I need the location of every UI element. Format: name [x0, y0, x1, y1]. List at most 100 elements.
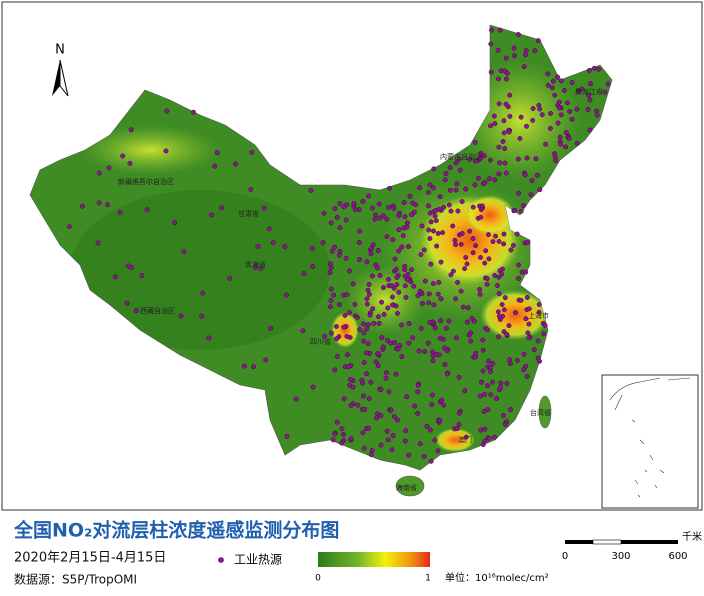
- south-sea-inset: [601, 374, 699, 509]
- source-dot: [366, 291, 372, 297]
- source-dot: [462, 388, 468, 394]
- source-dot: [585, 107, 591, 112]
- region-label: 澳门: [458, 435, 472, 444]
- source-dot: [542, 322, 548, 328]
- source-dot: [553, 158, 559, 164]
- source-dot: [504, 70, 510, 76]
- source-dot: [473, 350, 479, 356]
- source-dot: [399, 354, 405, 360]
- source-dot: [467, 156, 473, 162]
- source-dot: [375, 363, 381, 369]
- source-dot: [369, 448, 375, 454]
- source-dot: [453, 296, 458, 302]
- source-dot: [453, 160, 459, 166]
- source-dot: [393, 266, 399, 272]
- source-dot: [337, 201, 343, 206]
- source-dot: [433, 207, 439, 213]
- source-dot: [507, 361, 513, 367]
- source-dot: [415, 389, 421, 395]
- source-dot: [526, 335, 532, 341]
- source-dot: [453, 242, 458, 248]
- source-dot: [411, 209, 417, 215]
- source-dot: [501, 412, 506, 418]
- industrial-sources: [66, 27, 611, 464]
- source-dot: [381, 213, 386, 219]
- source-dot: [200, 290, 206, 296]
- source-dot: [366, 322, 371, 328]
- source-dot: [460, 304, 466, 310]
- source-dot: [251, 364, 256, 370]
- source-dot: [432, 213, 438, 219]
- source-dot: [345, 352, 350, 358]
- source-dot: [497, 27, 503, 33]
- source-dot: [378, 387, 384, 392]
- source-dot: [371, 320, 377, 326]
- source-dot: [348, 402, 354, 408]
- source-dot: [413, 202, 419, 208]
- source-dot: [329, 248, 335, 254]
- source-dot: [521, 64, 527, 70]
- source-dot: [490, 379, 495, 385]
- source-dot: [336, 302, 342, 307]
- region-label: 甘肃省: [238, 209, 259, 218]
- source-dot: [496, 313, 502, 319]
- source-dot: [344, 333, 350, 339]
- source-dot: [596, 66, 602, 72]
- source-dot: [163, 148, 169, 154]
- source-dot: [392, 340, 398, 345]
- source-dot: [394, 275, 400, 280]
- source-dot: [364, 326, 370, 332]
- source-dot: [507, 113, 513, 119]
- source-dot: [501, 130, 507, 136]
- source-dot: [588, 81, 593, 87]
- source-dot: [357, 257, 362, 262]
- source-dot: [405, 271, 411, 277]
- source-dot: [379, 299, 385, 305]
- source-dot: [533, 156, 539, 162]
- source-dot: [404, 224, 410, 230]
- source-dot: [346, 310, 352, 316]
- source-dot: [453, 187, 459, 193]
- source-dot: [377, 272, 383, 278]
- source-dot: [392, 256, 398, 262]
- source-dot: [364, 301, 370, 307]
- source-dot: [258, 266, 264, 271]
- source-dot: [494, 396, 499, 401]
- source-dot: [488, 392, 494, 398]
- source-dot: [586, 92, 592, 98]
- source-dot: [535, 338, 541, 344]
- source-dot: [422, 349, 428, 354]
- source-dot: [501, 307, 507, 313]
- source-dot: [361, 321, 366, 327]
- source-dot: [485, 383, 490, 389]
- source-dot: [501, 118, 507, 124]
- source-dot: [379, 335, 385, 341]
- source-dot: [506, 129, 512, 135]
- source-dot: [95, 240, 101, 246]
- source-dot: [432, 325, 438, 331]
- source-dot: [385, 305, 391, 311]
- source-dot: [266, 226, 272, 232]
- source-dot: [370, 306, 376, 312]
- source-dot: [426, 300, 432, 306]
- source-dot: [253, 265, 258, 271]
- source-dot: [579, 86, 585, 92]
- source-dot: [485, 232, 491, 238]
- source-dot: [428, 219, 434, 225]
- source-dot: [333, 324, 339, 329]
- source-dot: [328, 298, 334, 303]
- source-dot: [552, 92, 558, 98]
- source-dot: [463, 434, 469, 440]
- source-dot: [539, 112, 545, 118]
- source-dot: [587, 97, 593, 103]
- source-dot: [446, 318, 452, 324]
- source-dot: [383, 375, 389, 381]
- source-dot: [268, 325, 274, 331]
- source-dot: [543, 141, 549, 147]
- source-dot: [96, 200, 102, 206]
- source-dot: [552, 151, 557, 157]
- source-dot: [486, 435, 492, 441]
- source-dot: [356, 240, 362, 245]
- source-dot: [496, 291, 502, 297]
- source-dot: [426, 291, 432, 297]
